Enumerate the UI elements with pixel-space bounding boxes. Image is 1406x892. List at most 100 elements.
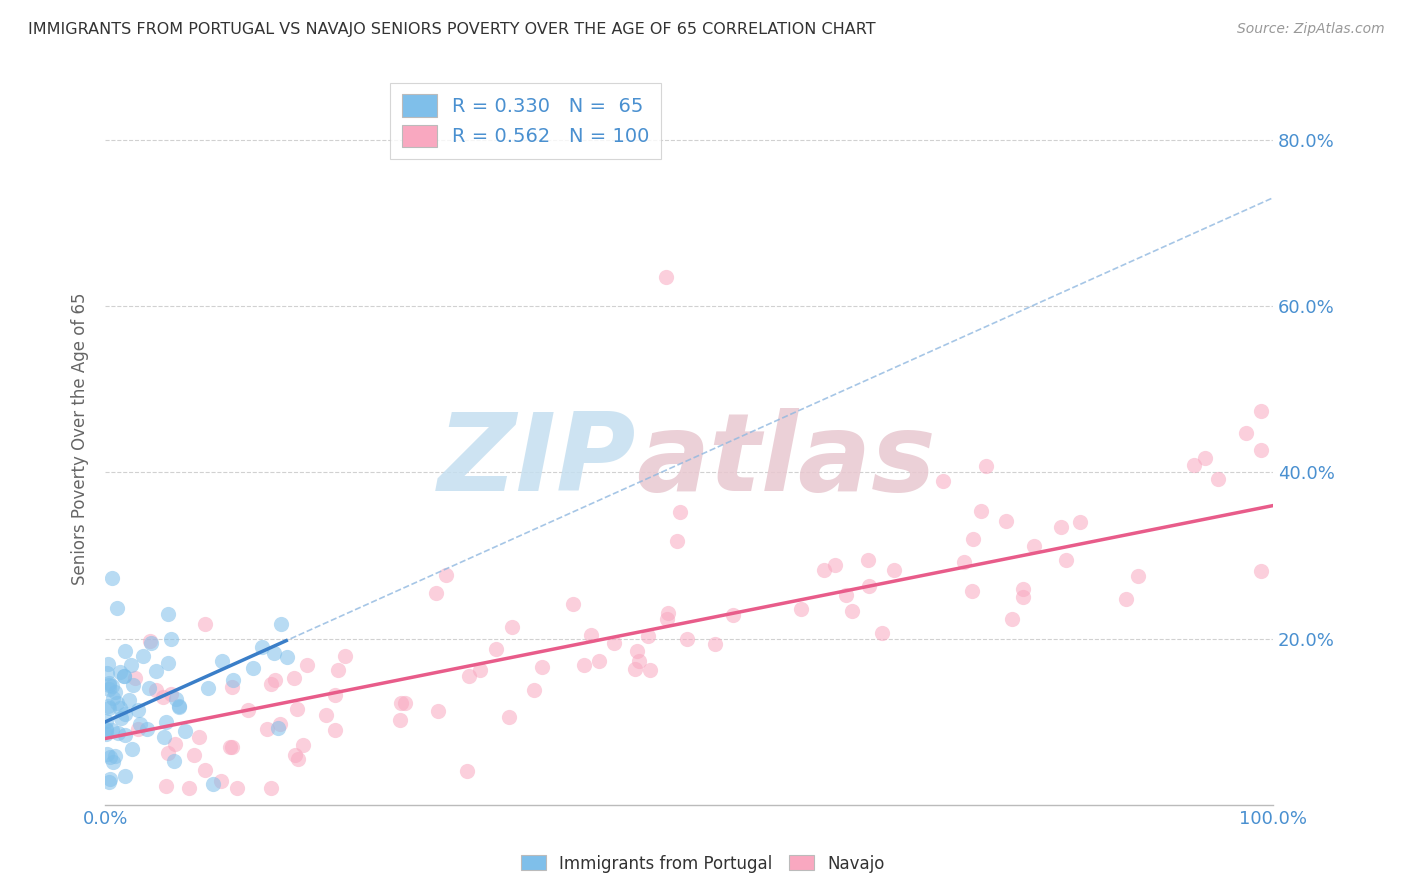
Point [120,657,142,672]
Point [603,636,626,650]
Point [163,754,186,768]
Point [1001,612,1024,626]
Point [238,703,260,717]
Point [824,558,846,572]
Point [110,711,132,725]
Point [501,620,523,634]
Point [657,606,679,620]
Point [110,665,132,679]
Point [197,681,219,695]
Point [242,661,264,675]
Point [458,669,481,683]
Point [97,699,120,714]
Point [96,723,118,737]
Point [122,678,145,692]
Point [226,781,249,796]
Point [627,654,650,668]
Point [139,633,162,648]
Point [127,722,149,736]
Point [333,648,356,663]
Point [297,658,319,673]
Point [201,777,224,791]
Point [107,696,129,710]
Point [470,664,492,678]
Point [96,727,118,741]
Point [129,717,152,731]
Point [97,657,120,671]
Point [194,763,217,777]
Legend: R = 0.330   N =  65, R = 0.562   N = 100: R = 0.330 N = 65, R = 0.562 N = 100 [389,83,661,159]
Point [250,640,273,655]
Point [98,772,121,786]
Point [101,679,124,693]
Point [96,747,118,761]
Point [263,673,285,687]
Point [153,730,176,744]
Point [174,723,197,738]
Point [721,608,744,623]
Point [1022,539,1045,553]
Point [260,677,283,691]
Point [222,673,245,687]
Point [127,703,149,717]
Point [285,701,308,715]
Point [813,563,835,577]
Point [856,553,879,567]
Point [1250,442,1272,457]
Point [118,693,141,707]
Point [221,681,243,695]
Point [100,723,122,737]
Point [263,646,285,660]
Point [157,607,180,621]
Point [870,625,893,640]
Point [96,722,118,736]
Point [969,504,991,518]
Point [124,671,146,685]
Point [136,722,159,736]
Point [101,755,124,769]
Point [211,654,233,668]
Point [145,665,167,679]
Point [389,714,412,728]
Point [666,534,689,549]
Point [531,660,554,674]
Point [183,747,205,762]
Point [270,616,292,631]
Point [1126,569,1149,583]
Point [572,657,595,672]
Point [394,696,416,710]
Point [218,739,240,754]
Point [1182,458,1205,472]
Point [163,737,186,751]
Legend: Immigrants from Portugal, Navajo: Immigrants from Portugal, Navajo [515,848,891,880]
Point [98,678,121,692]
Point [1206,472,1229,486]
Point [105,601,128,615]
Point [669,505,692,519]
Point [1250,403,1272,417]
Point [284,747,307,762]
Point [269,717,291,731]
Point [1250,564,1272,578]
Text: atlas: atlas [637,408,936,514]
Point [858,579,880,593]
Point [588,654,610,668]
Y-axis label: Seniors Poverty Over the Age of 65: Seniors Poverty Over the Age of 65 [72,293,89,585]
Point [121,742,143,756]
Point [98,700,121,714]
Point [676,632,699,647]
Point [624,662,647,676]
Point [98,750,121,764]
Point [256,722,278,736]
Point [114,769,136,783]
Point [96,665,118,680]
Point [132,648,155,663]
Point [97,676,120,690]
Point [159,687,181,701]
Point [97,681,120,696]
Point [155,779,177,793]
Point [169,699,191,714]
Text: IMMIGRANTS FROM PORTUGAL VS NAVAJO SENIORS POVERTY OVER THE AGE OF 65 CORRELATIO: IMMIGRANTS FROM PORTUGAL VS NAVAJO SENIO… [28,22,876,37]
Point [562,597,585,611]
Point [626,644,648,658]
